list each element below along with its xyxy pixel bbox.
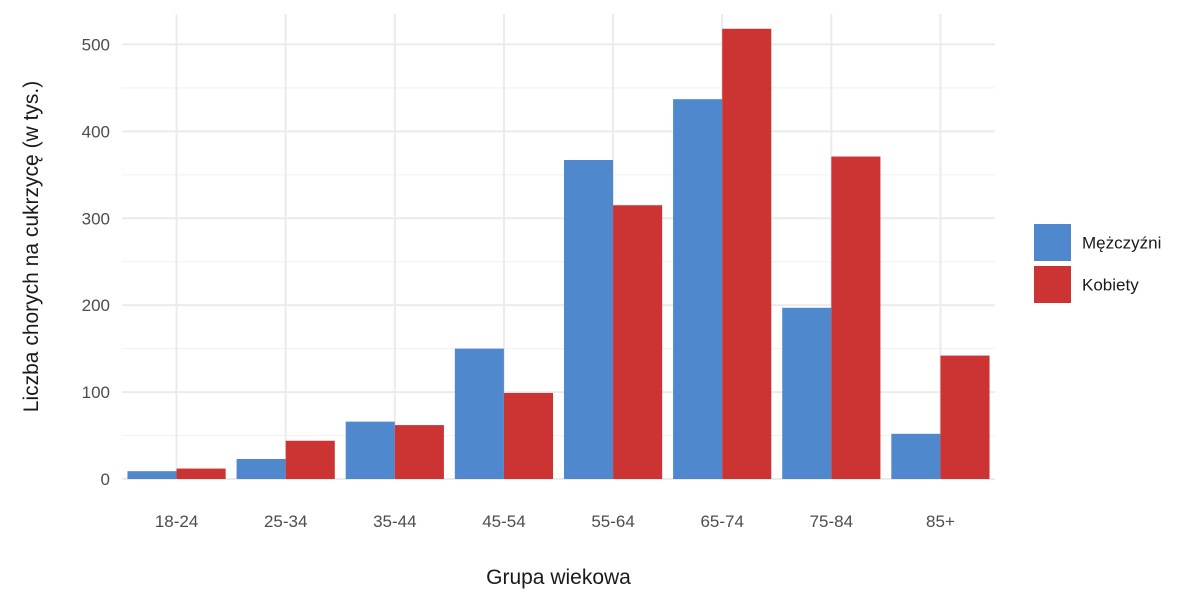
x-axis-title: Grupa wiekowa <box>486 566 631 589</box>
x-tick-label: 85+ <box>926 512 955 531</box>
x-tick-label: 35-44 <box>373 512 416 531</box>
x-tick-label: 18-24 <box>155 512 198 531</box>
legend-label: Kobiety <box>1082 276 1139 295</box>
y-tick-label: 300 <box>82 209 110 228</box>
bar <box>831 156 881 479</box>
legend-swatch <box>1034 266 1071 303</box>
y-tick-label: 200 <box>82 296 110 315</box>
bar <box>236 459 286 479</box>
y-tick-label: 0 <box>101 470 110 489</box>
y-axis-ticks: 0 100 200 300 400 500 <box>82 35 110 489</box>
bar <box>176 468 226 479</box>
bars <box>127 28 990 480</box>
bar <box>394 425 444 479</box>
bar <box>285 440 335 479</box>
y-axis-title: Liczba chorych na cukrzycę (w tys.) <box>20 81 43 412</box>
bar <box>891 433 941 479</box>
legend-swatch <box>1034 224 1071 261</box>
bar <box>613 205 663 479</box>
legend: Mężczyźni Kobiety <box>1034 224 1161 303</box>
bar <box>454 348 504 479</box>
bar <box>563 160 614 480</box>
bar <box>673 99 723 480</box>
y-tick-label: 500 <box>82 35 110 54</box>
x-axis-ticks: 18-24 25-34 35-44 45-54 55-64 65-74 75-84 85+ <box>155 512 955 531</box>
bar <box>940 355 990 479</box>
bar <box>127 471 177 479</box>
y-tick-label: 400 <box>82 122 110 141</box>
bar <box>722 28 772 480</box>
x-tick-label: 55-64 <box>591 512 634 531</box>
legend-label: Mężczyźni <box>1082 234 1161 253</box>
x-tick-label: 75-84 <box>810 512 853 531</box>
bar <box>503 392 554 479</box>
bar <box>345 421 395 479</box>
x-tick-label: 45-54 <box>482 512 525 531</box>
y-tick-label: 100 <box>82 383 110 402</box>
x-tick-label: 25-34 <box>264 512 307 531</box>
bar <box>782 307 832 479</box>
x-tick-label: 65-74 <box>700 512 743 531</box>
